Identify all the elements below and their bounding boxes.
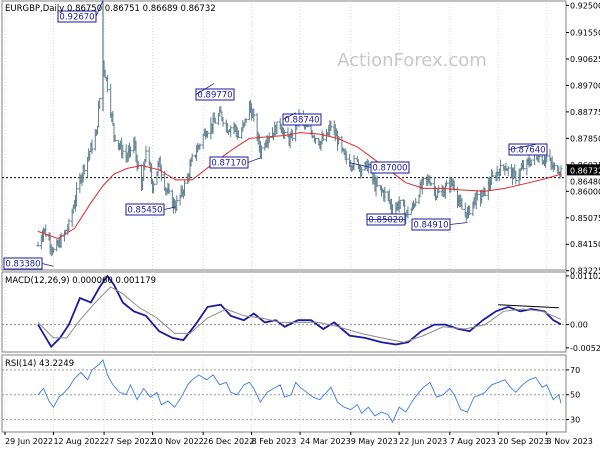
macd-y-tick-label: 0.011027: [570, 272, 600, 281]
price-annotation-label: 0.85020: [368, 216, 403, 226]
rsi-y-tick-label: 30: [570, 416, 580, 425]
reference-label: 0.86480: [570, 178, 600, 187]
x-axis-tick-label: 7 Aug 2023: [450, 437, 496, 446]
last-price-label: 0.86732: [570, 166, 600, 175]
price-annotation-label: 0.87170: [211, 159, 246, 169]
x-axis-tick-label: 26 Dec 2022: [203, 437, 254, 446]
price-y-tick-label: 0.87850: [570, 134, 600, 143]
price-annotation-label: 0.85450: [127, 206, 162, 216]
price-y-tick-label: 0.92500: [570, 1, 600, 10]
price-y-tick-label: 0.88775: [570, 108, 600, 117]
rsi-header: RSI(14) 43.2249: [5, 359, 74, 369]
price-y-tick-label: 0.91550: [570, 28, 600, 37]
price-y-tick-label: 0.85075: [570, 214, 600, 223]
price-annotation-label: 0.87640: [510, 146, 545, 156]
price-annotation-label: 0.92670: [59, 13, 94, 23]
x-axis-tick-label: 10 Nov 2022: [153, 437, 204, 446]
macd-header: MACD(12,26,9) 0.000060 0.001179: [5, 276, 156, 286]
x-axis-tick-label: 20 Sep 2023: [498, 437, 549, 446]
macd-y-tick-label: -0.005267: [570, 344, 600, 353]
x-axis-tick-label: 8 Feb 2023: [252, 437, 297, 446]
price-y-tick-label: 0.89700: [570, 81, 600, 90]
price-header: EURGBP,Daily 0.86750 0.86751 0.86689 0.8…: [5, 4, 216, 14]
watermark: ActionForex.com: [337, 50, 487, 71]
price-annotation-label: 0.84910: [413, 221, 448, 231]
x-axis-tick-label: 12 Aug 2022: [53, 437, 104, 446]
price-y-tick-label: 0.84150: [570, 240, 600, 249]
price-annotation-label: 0.88740: [284, 116, 319, 126]
rsi-panel-frame: [2, 355, 566, 432]
price-annotation-label: 0.87000: [372, 164, 407, 174]
price-annotation-label: 0.83380: [5, 260, 40, 270]
x-axis-tick-label: 9 May 2023: [351, 437, 398, 446]
price-annotation-label: 0.89770: [197, 91, 232, 101]
rsi-y-tick-label: 70: [570, 366, 580, 375]
x-axis-tick-label: 27 Sep 2022: [104, 437, 155, 446]
x-axis-tick-label: 24 Mar 2023: [300, 437, 351, 446]
price-y-tick-label: 0.90625: [570, 55, 600, 64]
x-axis-tick-label: 29 Jun 2022: [5, 437, 53, 446]
macd-y-tick-label: 0.00: [570, 321, 588, 330]
x-axis-tick-label: 3 Nov 2023: [547, 437, 593, 446]
x-axis-tick-label: 22 Jun 2023: [399, 437, 447, 446]
rsi-y-tick-label: 50: [570, 391, 580, 400]
price-y-tick-label: 0.86000: [570, 187, 600, 196]
